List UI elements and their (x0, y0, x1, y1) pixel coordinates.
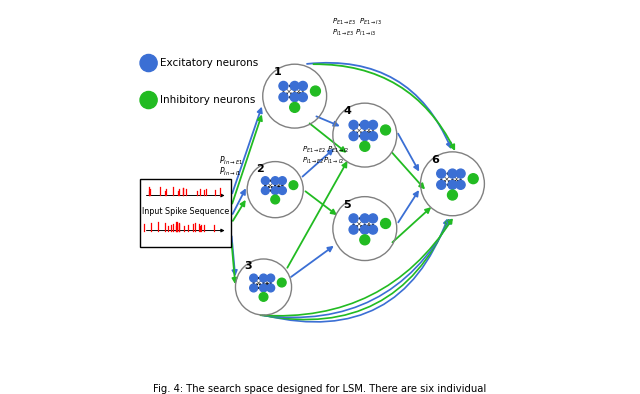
Circle shape (369, 121, 378, 129)
Circle shape (261, 177, 269, 185)
Circle shape (349, 132, 358, 141)
Circle shape (447, 190, 458, 200)
Text: 6: 6 (431, 155, 439, 165)
Circle shape (271, 195, 280, 204)
Text: $P_{In\rightarrow I1}$: $P_{In\rightarrow I1}$ (219, 166, 241, 178)
Circle shape (349, 214, 358, 223)
Circle shape (259, 293, 268, 301)
Circle shape (250, 274, 257, 282)
Circle shape (381, 125, 390, 135)
Circle shape (448, 169, 457, 178)
Circle shape (260, 274, 268, 282)
Text: 5: 5 (344, 200, 351, 210)
Circle shape (279, 93, 288, 102)
FancyBboxPatch shape (140, 179, 232, 247)
Circle shape (360, 132, 369, 141)
Circle shape (456, 169, 465, 178)
Circle shape (468, 174, 478, 184)
Circle shape (456, 180, 465, 189)
Circle shape (267, 274, 275, 282)
Circle shape (360, 141, 370, 151)
Circle shape (260, 284, 268, 292)
Circle shape (250, 284, 257, 292)
Text: $P_{E1\rightarrow E2}$ $P_{E1\rightarrow I2}$: $P_{E1\rightarrow E2}$ $P_{E1\rightarrow… (303, 145, 350, 155)
Circle shape (360, 214, 369, 223)
Circle shape (279, 82, 288, 90)
Circle shape (349, 121, 358, 129)
Circle shape (290, 102, 300, 112)
Circle shape (369, 214, 378, 223)
Circle shape (271, 187, 279, 195)
Text: 2: 2 (256, 164, 264, 174)
Circle shape (261, 187, 269, 195)
Circle shape (290, 93, 299, 102)
Text: Inhibitory neurons: Inhibitory neurons (160, 95, 255, 105)
Circle shape (290, 82, 299, 90)
Circle shape (140, 54, 157, 72)
Circle shape (271, 177, 279, 185)
Circle shape (278, 187, 286, 195)
Circle shape (381, 219, 390, 229)
Circle shape (360, 121, 369, 129)
Circle shape (369, 132, 378, 141)
Text: $P_{In\rightarrow E1}$: $P_{In\rightarrow E1}$ (219, 154, 243, 167)
Text: $P_{I1\rightarrow E2}$$P_{I1\rightarrow I2}$: $P_{I1\rightarrow E2}$$P_{I1\rightarrow … (303, 155, 344, 165)
Circle shape (310, 86, 321, 96)
Circle shape (349, 225, 358, 234)
Circle shape (140, 91, 157, 109)
Text: $P_{I1\rightarrow E3}$ $P_{I1\rightarrow I3}$: $P_{I1\rightarrow E3}$ $P_{I1\rightarrow… (332, 28, 376, 38)
Circle shape (278, 177, 286, 185)
Text: 4: 4 (343, 106, 351, 116)
Text: $P_{E1\rightarrow E3}$  $P_{E1\rightarrow I3}$: $P_{E1\rightarrow E3}$ $P_{E1\rightarrow… (332, 17, 381, 27)
Circle shape (289, 181, 298, 190)
Text: 1: 1 (273, 67, 281, 77)
Circle shape (277, 278, 286, 287)
Circle shape (360, 225, 369, 234)
Text: Fig. 4: The search space designed for LSM. There are six individual: Fig. 4: The search space designed for LS… (154, 384, 486, 394)
Text: 3: 3 (244, 261, 252, 271)
Circle shape (448, 180, 457, 189)
Circle shape (436, 180, 445, 189)
Circle shape (360, 235, 370, 245)
Circle shape (436, 169, 445, 178)
Circle shape (298, 82, 307, 90)
Text: Excitatory neurons: Excitatory neurons (160, 58, 259, 68)
Circle shape (369, 225, 378, 234)
Text: Input Spike Sequence: Input Spike Sequence (142, 206, 229, 216)
Circle shape (298, 93, 307, 102)
Circle shape (267, 284, 275, 292)
